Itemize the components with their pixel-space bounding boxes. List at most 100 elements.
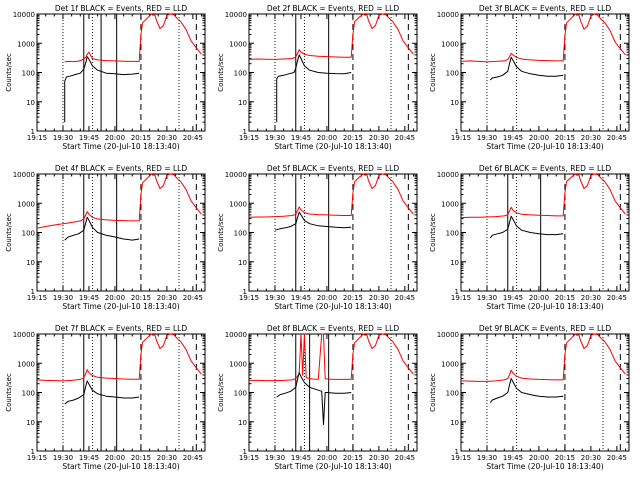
y-tick-label: 1000	[441, 360, 459, 368]
x-tick-label: 19:30	[265, 454, 285, 462]
y-axis-label: Counts/sec	[429, 213, 437, 252]
y-tick-label: 1	[455, 448, 459, 456]
y-tick-label: 10	[450, 419, 459, 427]
panel-title: Det 5f BLACK = Events, RED = LLD	[267, 164, 400, 173]
x-tick-label: 20:00	[105, 454, 125, 462]
detector-panel-6: 1 10 100 1000 10000 19:15 19:30 19:45 20:00 20:15…	[429, 164, 630, 311]
panel-title: Det 8f BLACK = Events, RED = LLD	[267, 324, 400, 333]
x-tick-label: 19:30	[477, 134, 497, 142]
y-tick-label: 100	[22, 230, 35, 238]
x-axis-label: Start Time (20-Jul-10 18:13:40)	[62, 302, 179, 311]
x-tick-label: 19:45	[291, 454, 311, 462]
y-tick-label: 1	[243, 448, 247, 456]
x-tick-label: 20:15	[131, 294, 151, 302]
detector-panel-7: 1 10 100 1000 10000 19:15 19:30 19:45 20:00 20:15…	[5, 324, 206, 471]
y-tick-label: 1	[455, 128, 459, 136]
x-tick-label: 19:30	[53, 294, 73, 302]
series-line-lld	[248, 173, 414, 218]
x-axis-label: Start Time (20-Jul-10 18:13:40)	[274, 142, 391, 151]
series-line-events	[64, 216, 140, 241]
x-tick-label: 20:30	[581, 454, 601, 462]
x-tick-label: 19:15	[27, 134, 47, 142]
x-axis-label: Start Time (20-Jul-10 18:13:40)	[486, 462, 603, 471]
x-tick-label: 19:15	[27, 454, 47, 462]
x-tick-label: 20:30	[581, 294, 601, 302]
y-tick-label: 10	[26, 259, 35, 267]
x-tick-label: 19:45	[503, 294, 523, 302]
x-tick-label: 19:15	[239, 454, 259, 462]
x-tick-label: 20:15	[131, 134, 151, 142]
y-tick-label: 100	[22, 390, 35, 398]
x-tick-label: 20:45	[395, 134, 415, 142]
x-tick-label: 19:30	[53, 134, 73, 142]
x-tick-label: 20:00	[529, 134, 549, 142]
plot-frame	[460, 173, 630, 292]
x-tick-label: 20:30	[581, 134, 601, 142]
y-tick-label: 100	[234, 70, 247, 78]
y-tick-label: 10	[450, 259, 459, 267]
x-tick-label: 20:45	[395, 294, 415, 302]
detector-panel-3: 1 10 100 1000 10000 19:15 19:30 19:45 20:00 20:15…	[429, 4, 630, 151]
y-tick-label: 1000	[17, 40, 35, 48]
panel-title: Det 7f BLACK = Events, RED = LLD	[55, 324, 188, 333]
y-tick-label: 10	[238, 259, 247, 267]
x-tick-label: 20:30	[369, 294, 389, 302]
y-tick-label: 100	[446, 70, 459, 78]
series-line-events	[490, 56, 564, 81]
y-axis-label: Counts/sec	[217, 373, 225, 412]
detector-panel-9: 1 10 100 1000 10000 19:15 19:30 19:45 20:00 20:15…	[429, 324, 630, 471]
y-tick-label: 1	[243, 128, 247, 136]
series-line-events	[64, 56, 140, 123]
series-line-lld	[248, 13, 414, 60]
y-tick-label: 10	[450, 99, 459, 107]
y-tick-label: 10000	[13, 331, 35, 339]
x-tick-label: 19:15	[239, 134, 259, 142]
plot-frame	[460, 333, 630, 452]
series-line-events	[489, 378, 564, 403]
x-axis-label: Start Time (20-Jul-10 18:13:40)	[486, 302, 603, 311]
series-line-lld	[460, 173, 626, 219]
y-tick-label: 10000	[437, 11, 459, 19]
x-tick-label: 19:15	[451, 294, 471, 302]
y-axis-label: Counts/sec	[5, 373, 13, 412]
y-tick-label: 1	[31, 448, 35, 456]
x-tick-label: 19:15	[27, 294, 47, 302]
y-tick-label: 10000	[13, 171, 35, 179]
x-tick-label: 19:30	[53, 454, 73, 462]
x-tick-label: 19:45	[79, 294, 99, 302]
y-tick-label: 100	[234, 230, 247, 238]
panel-title: Det 1f BLACK = Events, RED = LLD	[55, 4, 188, 13]
y-tick-label: 100	[234, 390, 247, 398]
x-tick-label: 19:45	[503, 454, 523, 462]
y-tick-label: 1	[31, 288, 35, 296]
x-tick-label: 20:30	[157, 454, 177, 462]
plot-frame	[36, 173, 206, 292]
series-line-events	[64, 380, 140, 405]
x-tick-label: 19:15	[451, 134, 471, 142]
x-tick-label: 20:45	[183, 454, 203, 462]
x-tick-label: 19:30	[477, 294, 497, 302]
x-tick-label: 20:45	[607, 454, 627, 462]
y-tick-label: 1000	[229, 40, 247, 48]
plot-frame	[36, 13, 206, 132]
x-tick-label: 19:45	[79, 134, 99, 142]
y-tick-label: 1000	[17, 360, 35, 368]
x-tick-label: 20:15	[343, 294, 363, 302]
x-tick-label: 20:15	[555, 134, 575, 142]
y-tick-label: 1	[31, 128, 35, 136]
x-axis-label: Start Time (20-Jul-10 18:13:40)	[62, 142, 179, 151]
detector-panel-1: 1 10 100 1000 10000 19:15 19:30 19:45 20:00 20:15…	[5, 4, 206, 151]
x-tick-label: 20:00	[317, 454, 337, 462]
x-tick-label: 19:45	[79, 454, 99, 462]
panel-title: Det 4f BLACK = Events, RED = LLD	[55, 164, 188, 173]
plot-frame	[460, 13, 630, 132]
series-line-lld	[249, 333, 414, 382]
y-tick-label: 1000	[229, 200, 247, 208]
y-tick-label: 1	[455, 288, 459, 296]
x-tick-label: 20:45	[607, 294, 627, 302]
y-axis-label: Counts/sec	[5, 53, 13, 92]
y-tick-label: 100	[446, 230, 459, 238]
x-tick-label: 19:45	[291, 134, 311, 142]
y-tick-label: 10	[238, 419, 247, 427]
y-axis-label: Counts/sec	[429, 53, 437, 92]
